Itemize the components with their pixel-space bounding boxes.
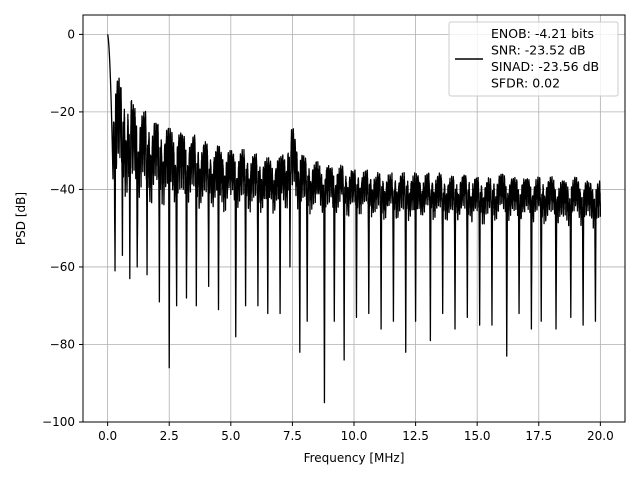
legend-enob: ENOB: -4.21 bits xyxy=(491,26,594,41)
x-axis-label: Frequency [MHz] xyxy=(304,451,405,465)
legend: ENOB: -4.21 bits SNR: -23.52 dB SINAD: -… xyxy=(448,21,619,97)
y-tick-label: −60 xyxy=(50,260,75,274)
y-tick-label: −20 xyxy=(50,105,75,119)
x-ticks: 0.0 2.5 5.0 7.5 10.0 12.5 15.0 17.5 20.0 xyxy=(98,422,614,443)
y-tick-label: 0 xyxy=(67,27,75,41)
psd-series-line xyxy=(107,33,602,404)
x-tick-label: 2.5 xyxy=(160,429,179,443)
x-tick-label: 0.0 xyxy=(98,429,117,443)
legend-sinad: SINAD: -23.56 dB xyxy=(491,59,599,74)
x-tick-label: 7.5 xyxy=(283,429,302,443)
legend-sfdr: SFDR: 0.02 xyxy=(491,76,560,91)
x-tick-label: 20.0 xyxy=(587,429,614,443)
legend-snr: SNR: -23.52 dB xyxy=(491,43,586,58)
y-axis-label: PSD [dB] xyxy=(14,192,28,245)
x-tick-label: 15.0 xyxy=(464,429,491,443)
legend-box xyxy=(448,21,619,97)
plot-area xyxy=(107,33,602,404)
y-ticks: 0 −20 −40 −60 −80 −100 xyxy=(42,27,83,429)
y-tick-label: −80 xyxy=(50,337,75,351)
y-tick-label: −100 xyxy=(42,415,75,429)
axes-frame xyxy=(82,14,626,423)
y-tick-label: −40 xyxy=(50,182,75,196)
x-tick-label: 5.0 xyxy=(221,429,240,443)
x-tick-label: 17.5 xyxy=(525,429,552,443)
x-tick-label: 12.5 xyxy=(402,429,429,443)
x-tick-label: 10.0 xyxy=(341,429,368,443)
